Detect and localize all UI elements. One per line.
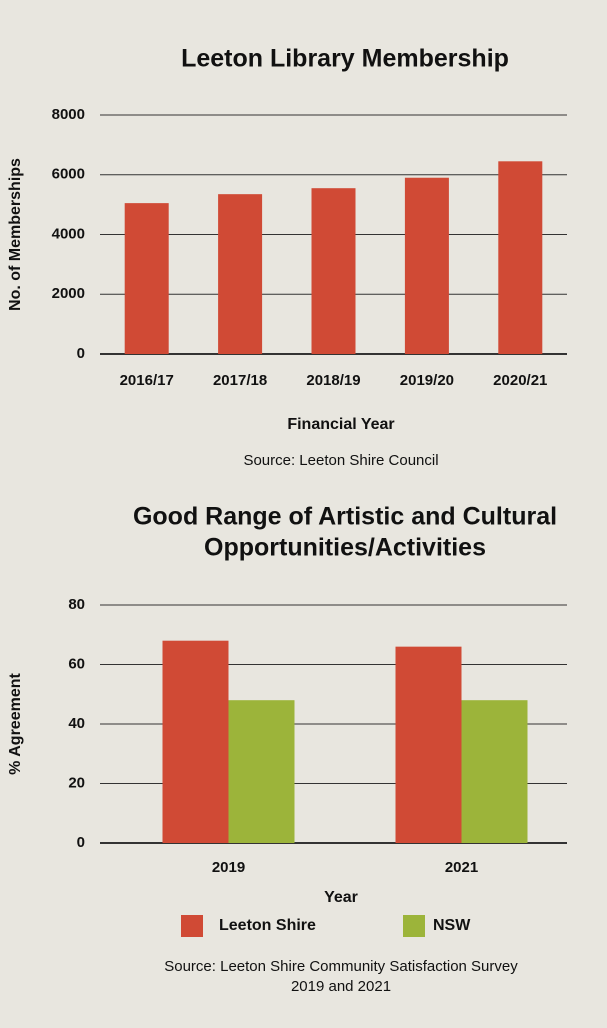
x-tick-label: 2019 — [212, 859, 245, 876]
bar — [311, 188, 356, 354]
y-tick-label: 2000 — [52, 285, 85, 302]
y-tick-label: 4000 — [52, 225, 85, 242]
legend-swatch — [181, 915, 203, 937]
x-tick-label: 2018/19 — [306, 372, 360, 389]
y-tick-label: 20 — [68, 774, 85, 791]
y-tick-label: 0 — [77, 834, 85, 851]
chart-title: Opportunities/Activities — [204, 534, 486, 562]
bar — [404, 177, 449, 354]
bar — [218, 194, 263, 354]
y-tick-label: 8000 — [52, 106, 85, 123]
y-tick-label: 0 — [77, 345, 85, 362]
legend-label: Leeton Shire — [219, 917, 316, 934]
legend-swatch — [403, 915, 425, 937]
bar — [162, 640, 229, 843]
x-axis-label: Financial Year — [287, 416, 394, 433]
source: 2019 and 2021 — [291, 978, 391, 995]
bar — [124, 203, 169, 354]
x-tick-label: 2019/20 — [400, 372, 454, 389]
x-tick-label: 2020/21 — [493, 372, 547, 389]
y-tick-label: 40 — [68, 715, 85, 732]
y-axis-label: No. of Memberships — [7, 158, 24, 311]
bar — [461, 700, 528, 843]
y-tick-label: 6000 — [52, 166, 85, 183]
x-axis-label: Year — [324, 889, 358, 906]
source: Source: Leeton Shire Council — [243, 452, 438, 469]
y-tick-label: 60 — [68, 655, 85, 672]
chart-title: Leeton Library Membership — [181, 45, 509, 73]
legend-label: NSW — [433, 917, 471, 934]
y-tick-label: 80 — [68, 596, 85, 613]
y-axis-label: % Agreement — [7, 673, 24, 775]
bar — [395, 646, 462, 843]
x-tick-label: 2017/18 — [213, 372, 267, 389]
source: Source: Leeton Shire Community Satisfact… — [164, 958, 518, 975]
x-tick-label: 2016/17 — [120, 372, 174, 389]
bar — [228, 700, 295, 843]
x-tick-label: 2021 — [445, 859, 478, 876]
bar — [498, 161, 543, 354]
chart-title: Good Range of Artistic and Cultural — [133, 503, 557, 531]
